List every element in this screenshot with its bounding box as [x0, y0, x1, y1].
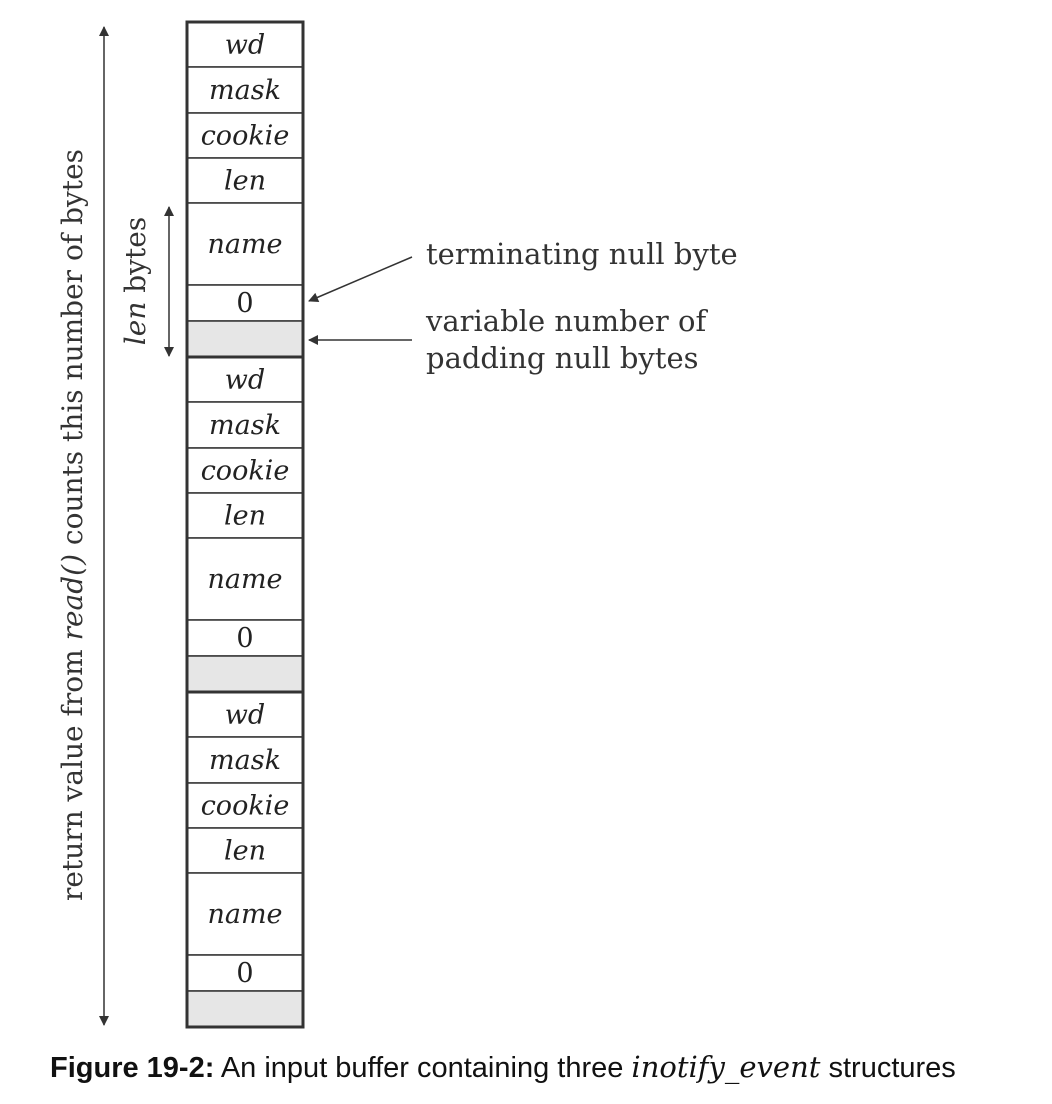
field-cell: [186, 954, 304, 992]
terminating-null-arrow: [308, 256, 413, 303]
field-label-wd: wd: [225, 30, 265, 61]
structure-outline: [185, 690, 305, 1029]
field-label-name: name: [207, 229, 282, 260]
field-label-cookie: cookie: [201, 456, 290, 487]
field-cell: [186, 872, 304, 956]
return-value-label: return value from read() counts this num…: [56, 149, 89, 901]
field-cell: [186, 66, 304, 114]
caption-text-post: structures: [820, 1052, 956, 1084]
terminating-null-label: terminating null byte: [426, 237, 738, 271]
field-label-len: len: [224, 836, 266, 867]
figure-caption: Figure 19-2: An input buffer containing …: [50, 1050, 1040, 1085]
len-bytes-label: len bytes: [119, 217, 152, 345]
field-cell: [186, 447, 304, 494]
padding-cell: [186, 320, 304, 358]
padding-null-label-line1: variable number of: [425, 304, 708, 338]
field-cell: [186, 537, 304, 621]
padding-null-label-line2: padding null bytes: [426, 341, 698, 375]
null-byte-label: 0: [236, 623, 253, 654]
caption-code: inotify_event: [631, 1050, 821, 1084]
caption-text-pre: An input buffer containing three: [214, 1052, 632, 1084]
null-byte-label: 0: [236, 288, 253, 319]
field-label-cookie: cookie: [201, 121, 290, 152]
field-label-len: len: [224, 501, 266, 532]
field-label-wd: wd: [225, 365, 265, 396]
field-cell: [186, 736, 304, 784]
field-label-wd: wd: [225, 700, 265, 731]
padding-cell: [186, 655, 304, 693]
null-byte-label: 0: [236, 958, 253, 989]
field-label-len: len: [224, 166, 266, 197]
figure-label: Figure 19-2:: [50, 1052, 215, 1084]
field-label-cookie: cookie: [201, 791, 290, 822]
field-label-mask: mask: [209, 745, 281, 776]
buffer-column: wd mask cookie len name 0 wd mask cookie len name 0…: [185, 20, 305, 1029]
field-label-mask: mask: [209, 75, 281, 106]
padding-cell: [186, 990, 304, 1028]
field-label-mask: mask: [209, 410, 281, 441]
field-cell: [186, 782, 304, 829]
field-label-name: name: [207, 564, 282, 595]
field-cell: [186, 21, 304, 68]
field-label-name: name: [207, 899, 282, 930]
